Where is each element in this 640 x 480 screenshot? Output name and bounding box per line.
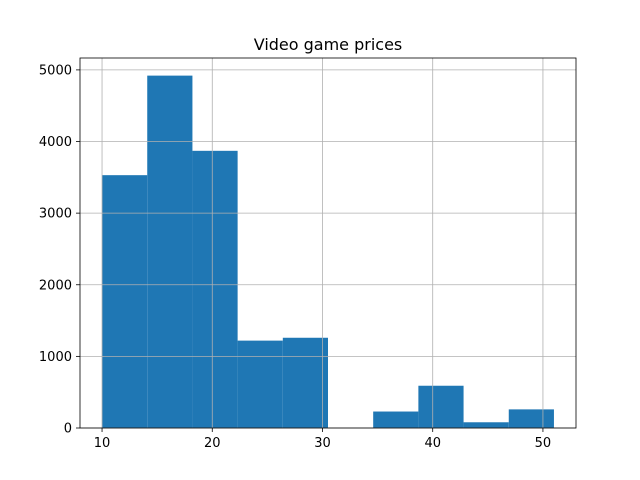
y-tick-label-3000: 3000: [39, 207, 72, 222]
histogram-bar-6: [373, 411, 419, 428]
x-tick-label-50: 50: [535, 436, 552, 451]
y-tick-label-0: 0: [64, 422, 72, 437]
y-axis-ticks: 0 1000 2000 3000 4000 5000: [39, 63, 80, 437]
x-tick-label-40: 40: [424, 436, 441, 451]
histogram-bar-8: [463, 422, 509, 428]
y-tick-label-1000: 1000: [39, 350, 72, 365]
x-tick-label-30: 30: [314, 436, 331, 451]
histogram-bar-0: [102, 175, 148, 428]
y-tick-label-4000: 4000: [39, 135, 72, 150]
x-tick-label-20: 20: [204, 436, 221, 451]
histogram-bar-1: [147, 75, 193, 429]
plot-frame: [79, 57, 577, 429]
chart-title: Video game prices: [254, 35, 403, 54]
histogram-bars: [102, 75, 554, 429]
grid-lines: [80, 58, 576, 429]
histogram-bar-4: [282, 337, 328, 428]
x-axis-ticks: 10 20 30 40 50: [94, 428, 551, 451]
histogram-bar-7: [418, 385, 464, 428]
y-tick-label-5000: 5000: [39, 63, 72, 78]
y-tick-label-2000: 2000: [39, 278, 72, 293]
histogram-bar-3: [237, 340, 283, 428]
histogram-bar-9: [508, 409, 554, 428]
axes: [79, 57, 577, 429]
histogram-bar-2: [192, 150, 238, 428]
x-tick-label-10: 10: [94, 436, 111, 451]
